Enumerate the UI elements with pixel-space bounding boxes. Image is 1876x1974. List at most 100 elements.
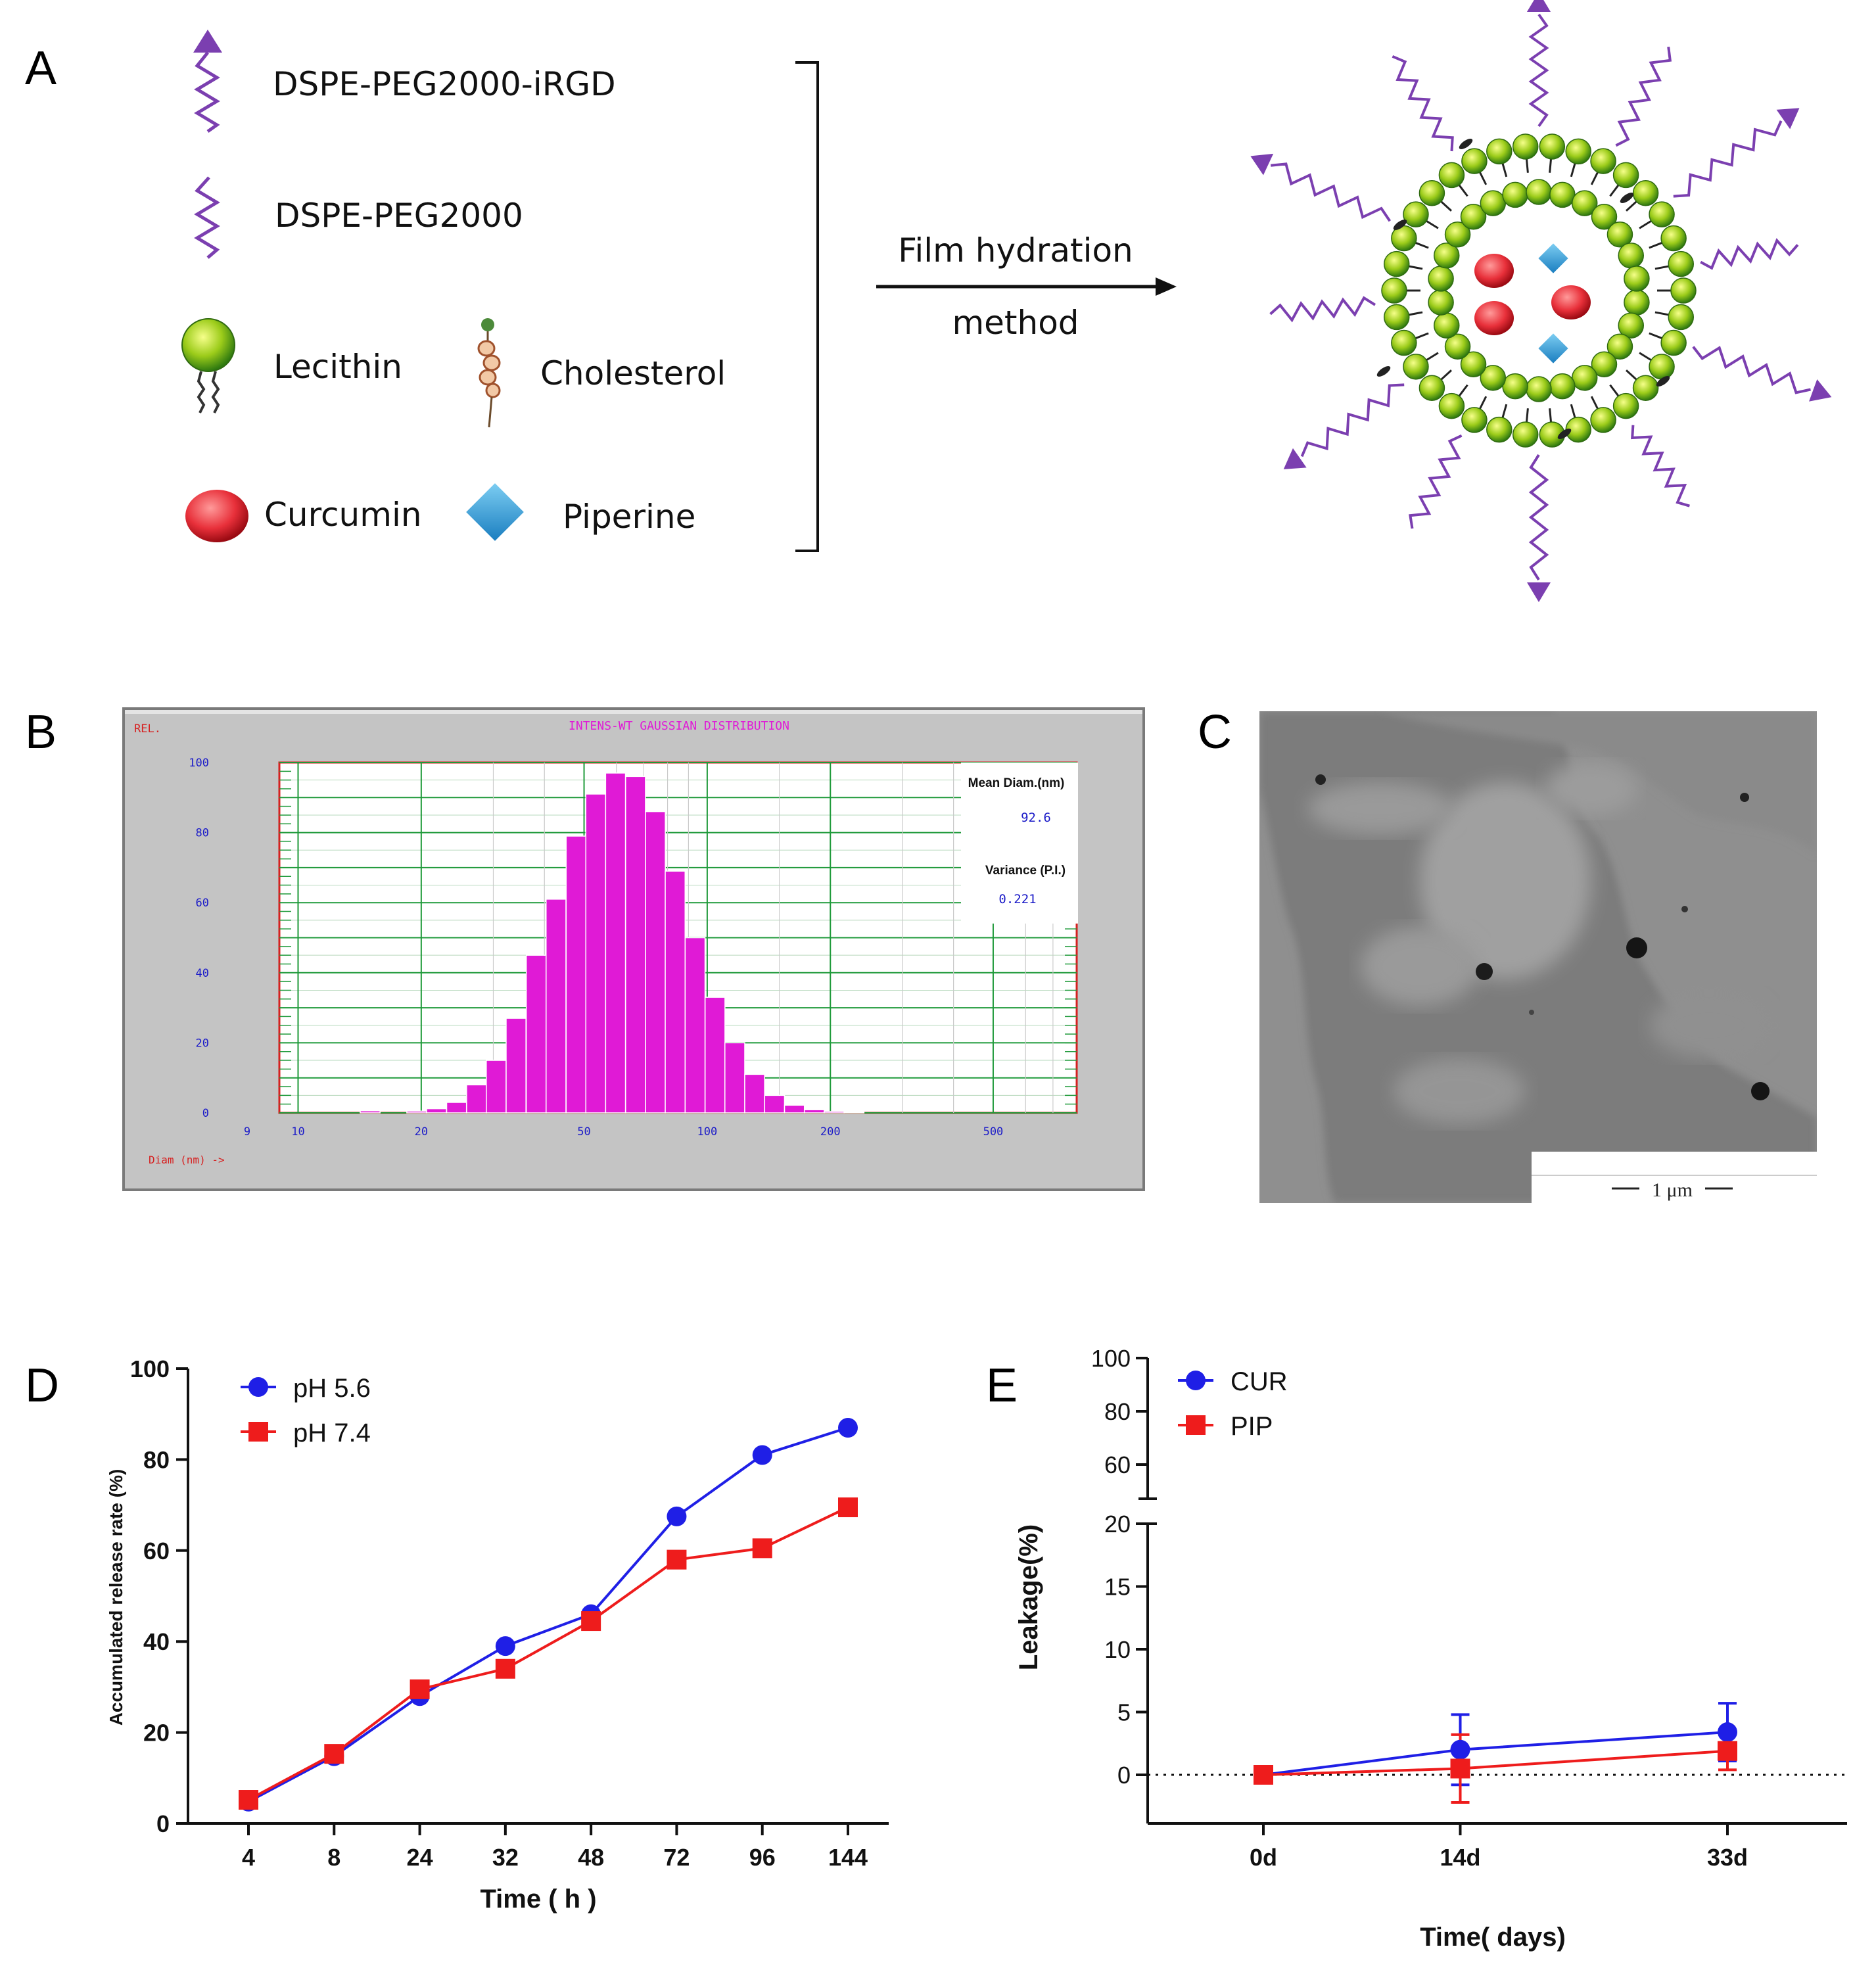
release-ytick-label: 0 bbox=[156, 1810, 170, 1837]
dls-bar bbox=[525, 954, 547, 1114]
leakage-xtick-label: 14d bbox=[1440, 1844, 1480, 1871]
lipid-tail bbox=[1549, 408, 1553, 425]
lipid-tail bbox=[1639, 219, 1654, 229]
dls-xtick-label: 20 bbox=[415, 1125, 428, 1139]
lipid-head-outer bbox=[1632, 180, 1659, 206]
lipid-head-inner bbox=[1460, 203, 1487, 230]
peg-chain bbox=[1692, 346, 1811, 394]
leakage-ytick-label: 0 bbox=[1117, 1762, 1131, 1789]
lipid-head-outer bbox=[1590, 148, 1616, 174]
arrow-label-line1: Film hydration bbox=[898, 231, 1133, 270]
leakage-legend-marker bbox=[1186, 1415, 1206, 1435]
lipid-head-inner bbox=[1571, 190, 1598, 216]
curcumin-icon bbox=[185, 490, 248, 542]
lipid-head-inner bbox=[1606, 333, 1633, 360]
lipid-tail bbox=[1590, 170, 1600, 185]
lipid-tail bbox=[1654, 265, 1671, 270]
lipid-head-inner bbox=[1502, 181, 1528, 208]
dls-bar bbox=[565, 835, 587, 1114]
lipid-tail bbox=[1649, 241, 1664, 249]
irgd-ligand bbox=[1527, 0, 1551, 12]
lipid-tail bbox=[1407, 265, 1423, 270]
peg-chain bbox=[1269, 296, 1376, 323]
lipid-tail bbox=[1609, 183, 1621, 197]
leakage-y-title: Leakage(%) bbox=[1014, 1524, 1043, 1670]
peg-chain bbox=[1528, 13, 1549, 128]
lipid-head-outer bbox=[1512, 421, 1539, 448]
piperine-molecule bbox=[1538, 243, 1568, 273]
panel-letter-a: A bbox=[25, 42, 57, 95]
dls-ytick-label: 100 bbox=[189, 757, 209, 770]
process-arrowhead bbox=[1156, 277, 1177, 296]
lipid-head-outer bbox=[1668, 250, 1695, 277]
dls-bar bbox=[704, 997, 726, 1114]
release-point bbox=[838, 1497, 858, 1518]
lipid-head-inner bbox=[1433, 243, 1460, 269]
piperine-molecule bbox=[1538, 333, 1568, 364]
release-point bbox=[324, 1744, 344, 1764]
lipid-tail bbox=[1457, 183, 1468, 197]
lipid-tail bbox=[1525, 156, 1529, 173]
lipid-tail bbox=[1609, 384, 1621, 398]
peg-chain bbox=[1700, 238, 1799, 270]
leakage-ytick-label: 20 bbox=[1104, 1511, 1131, 1538]
lipid-head-outer bbox=[1660, 329, 1687, 356]
lipid-head-outer bbox=[1668, 304, 1695, 331]
release-xtick-label: 48 bbox=[578, 1844, 604, 1871]
lipid-tail bbox=[1525, 408, 1529, 425]
lipid-head-inner bbox=[1428, 289, 1454, 316]
release-point bbox=[495, 1636, 515, 1657]
lipid-head-inner bbox=[1618, 243, 1645, 269]
release-point bbox=[667, 1549, 687, 1570]
leakage-point bbox=[1450, 1739, 1470, 1760]
label-piperine: Piperine bbox=[563, 498, 695, 536]
label-peg-irgd: DSPE-PEG2000-iRGD bbox=[273, 65, 616, 103]
release-y-title: Accumulated release rate (%) bbox=[106, 1469, 126, 1726]
lipid-tail bbox=[1457, 384, 1468, 398]
lipid-head-outer bbox=[1403, 354, 1429, 380]
release-ytick-label: 20 bbox=[143, 1720, 170, 1747]
lipid-head-outer bbox=[1403, 201, 1429, 227]
lipid-tail bbox=[1424, 219, 1439, 229]
dls-panel: REL. INTENS-WT GAUSSIAN DISTRIBUTION Dia… bbox=[122, 707, 1145, 1191]
release-point bbox=[752, 1445, 772, 1465]
irgd-ligand bbox=[1776, 108, 1800, 129]
leakage-ytick-label: 80 bbox=[1104, 1398, 1131, 1425]
release-ytick-label: 100 bbox=[130, 1355, 170, 1382]
dls-xtick-label: 100 bbox=[697, 1125, 718, 1139]
lipid-head-outer bbox=[1438, 162, 1465, 189]
leakage-point bbox=[1254, 1765, 1273, 1785]
arrow-label-line2: method bbox=[952, 304, 1079, 342]
irgd-ligand bbox=[1809, 379, 1832, 402]
release-ytick-label: 40 bbox=[143, 1628, 170, 1655]
dls-mean-label: Mean Diam.(nm) bbox=[968, 776, 1065, 790]
lipid-tail bbox=[1626, 369, 1639, 382]
release-series-line bbox=[248, 1426, 849, 1803]
release-point bbox=[495, 1658, 515, 1679]
lipid-tail bbox=[1407, 311, 1423, 316]
irgd-ligand bbox=[1527, 582, 1551, 602]
leakage-xtick-label: 0d bbox=[1250, 1844, 1277, 1871]
dls-variance-label: Variance (P.I.) bbox=[985, 864, 1066, 878]
peg-chain bbox=[1528, 454, 1549, 581]
dls-bar bbox=[764, 1094, 786, 1114]
dls-xlabel: Diam (nm) -> bbox=[149, 1154, 225, 1166]
release-ytick-label: 80 bbox=[143, 1446, 170, 1473]
lipid-head-outer bbox=[1381, 277, 1407, 304]
dls-plot-area: 0 20 40 60 80 100 9 10 20 50 100 200 500 bbox=[189, 757, 1078, 1139]
leakage-ytick-label: 60 bbox=[1104, 1451, 1131, 1478]
dls-ylabel: REL. bbox=[134, 722, 161, 736]
piperine-icon bbox=[466, 483, 524, 541]
release-xtick-label: 8 bbox=[327, 1844, 340, 1871]
lipid-tail bbox=[1478, 396, 1488, 411]
lipid-tail bbox=[1626, 199, 1639, 212]
lipid-head-inner bbox=[1433, 312, 1460, 339]
leakage-ytick-label: 5 bbox=[1117, 1699, 1131, 1726]
leakage-ytick-label: 15 bbox=[1104, 1574, 1131, 1601]
dls-bar bbox=[505, 1018, 527, 1114]
cholesterol-molecule bbox=[1656, 375, 1670, 387]
label-curcumin: Curcumin bbox=[264, 496, 422, 534]
peg-irgd-icon bbox=[193, 30, 222, 133]
leakage-series-line bbox=[1263, 1731, 1728, 1776]
